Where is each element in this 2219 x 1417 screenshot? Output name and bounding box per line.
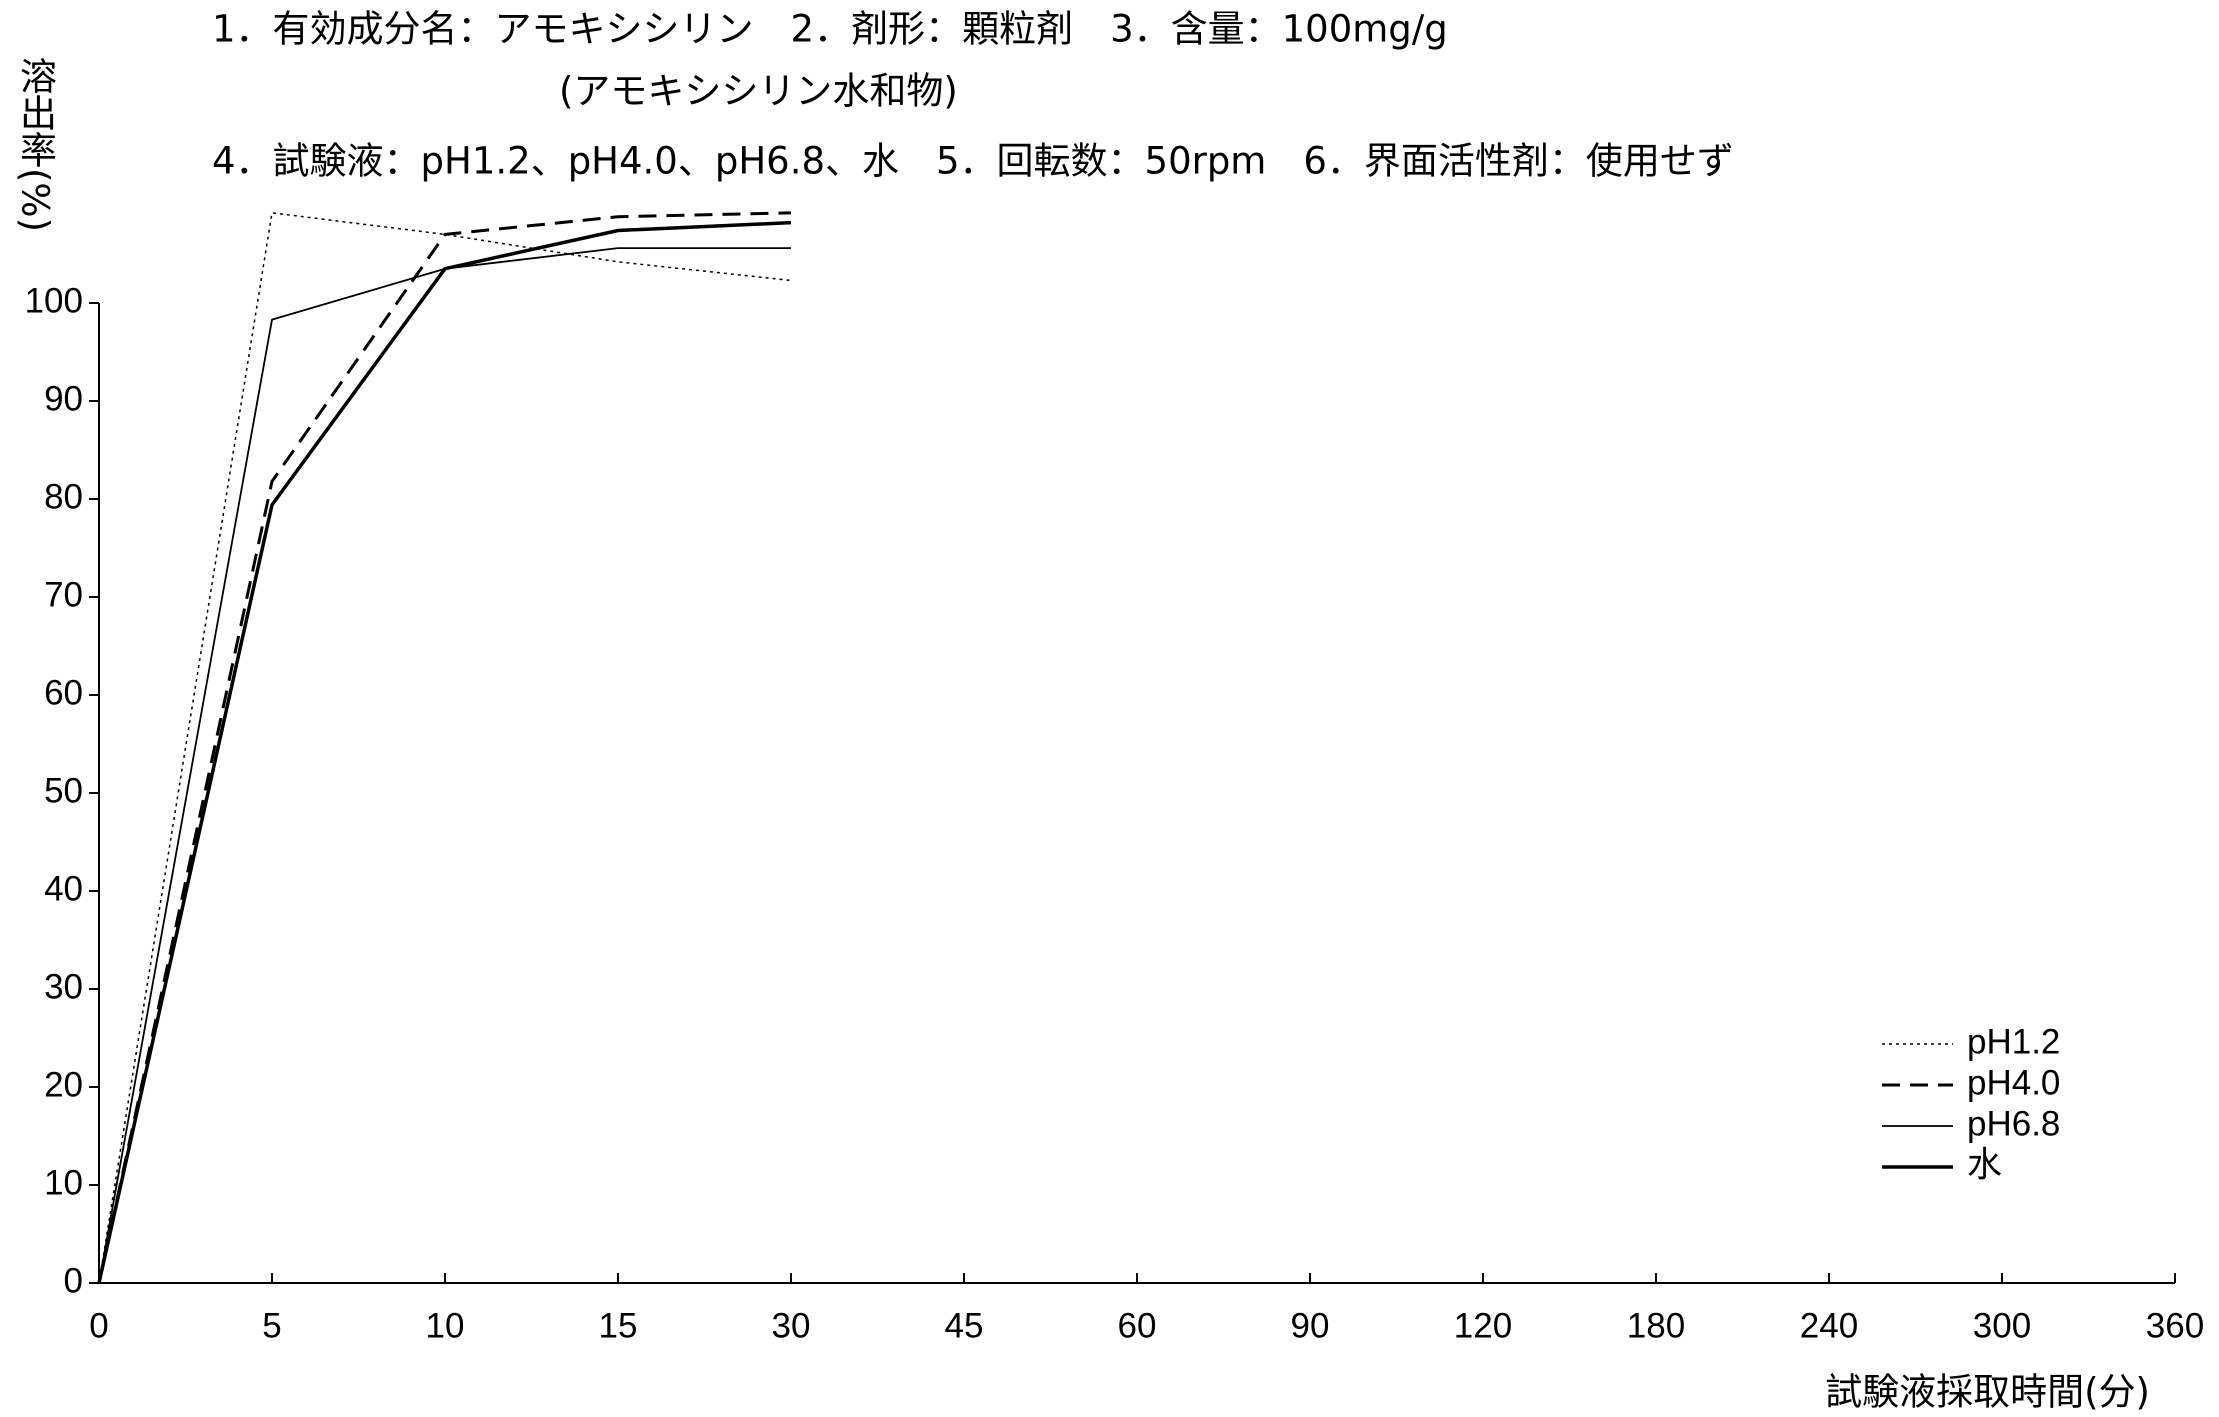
x-tick-label: 0 — [89, 1306, 108, 1345]
y-tick-label: 30 — [44, 967, 83, 1006]
x-axis-label: 試験液採取時間(分) — [1825, 1371, 2150, 1414]
x-tick-label: 180 — [1627, 1306, 1685, 1345]
x-tick-label: 5 — [262, 1306, 281, 1345]
x-tick-label: 360 — [2146, 1306, 2204, 1345]
y-tick-label: 10 — [44, 1163, 83, 1202]
x-tick-label: 90 — [1291, 1306, 1330, 1345]
header-line: (アモキシシリン水和物) — [559, 70, 958, 113]
series-line — [97, 220, 792, 1284]
y-tick-label: 20 — [44, 1065, 83, 1104]
x-tick-label: 60 — [1118, 1306, 1157, 1345]
y-tick-label: 90 — [44, 379, 83, 418]
y-tick-label: 100 — [25, 281, 83, 320]
header-line: 4．試験液：pH1.2、pH4.0、pH6.8、水 5．回転数：50rpm 6．… — [212, 140, 1734, 183]
legend-label: pH1.2 — [1967, 1022, 2060, 1061]
x-tick-label: 240 — [1800, 1306, 1858, 1345]
x-tick-label: 120 — [1454, 1306, 1512, 1345]
y-tick-label: 60 — [44, 673, 83, 712]
y-tick-label: 50 — [44, 771, 83, 810]
x-tick-label: 30 — [772, 1306, 811, 1345]
series-line — [98, 212, 792, 1284]
x-tick-label: 300 — [1973, 1306, 2031, 1345]
y-tick-label: 0 — [64, 1261, 83, 1300]
y-axis-label: 溶出率(%) — [14, 57, 57, 232]
header-line: 1．有効成分名：アモキシシリン 2．剤形：顆粒剤 3．含量：100mg/g — [212, 8, 1448, 51]
y-tick-label: 70 — [44, 575, 83, 614]
legend-label: pH6.8 — [1967, 1104, 2060, 1143]
series-line — [98, 247, 791, 1284]
x-tick-label: 15 — [599, 1306, 638, 1345]
series-line — [97, 211, 792, 1284]
y-tick-label: 80 — [44, 477, 83, 516]
y-tick-label: 40 — [44, 869, 83, 908]
legend-label: 水 — [1967, 1145, 2002, 1184]
legend-label: pH4.0 — [1967, 1063, 2060, 1102]
x-tick-label: 10 — [426, 1306, 465, 1345]
x-tick-label: 45 — [945, 1306, 984, 1345]
